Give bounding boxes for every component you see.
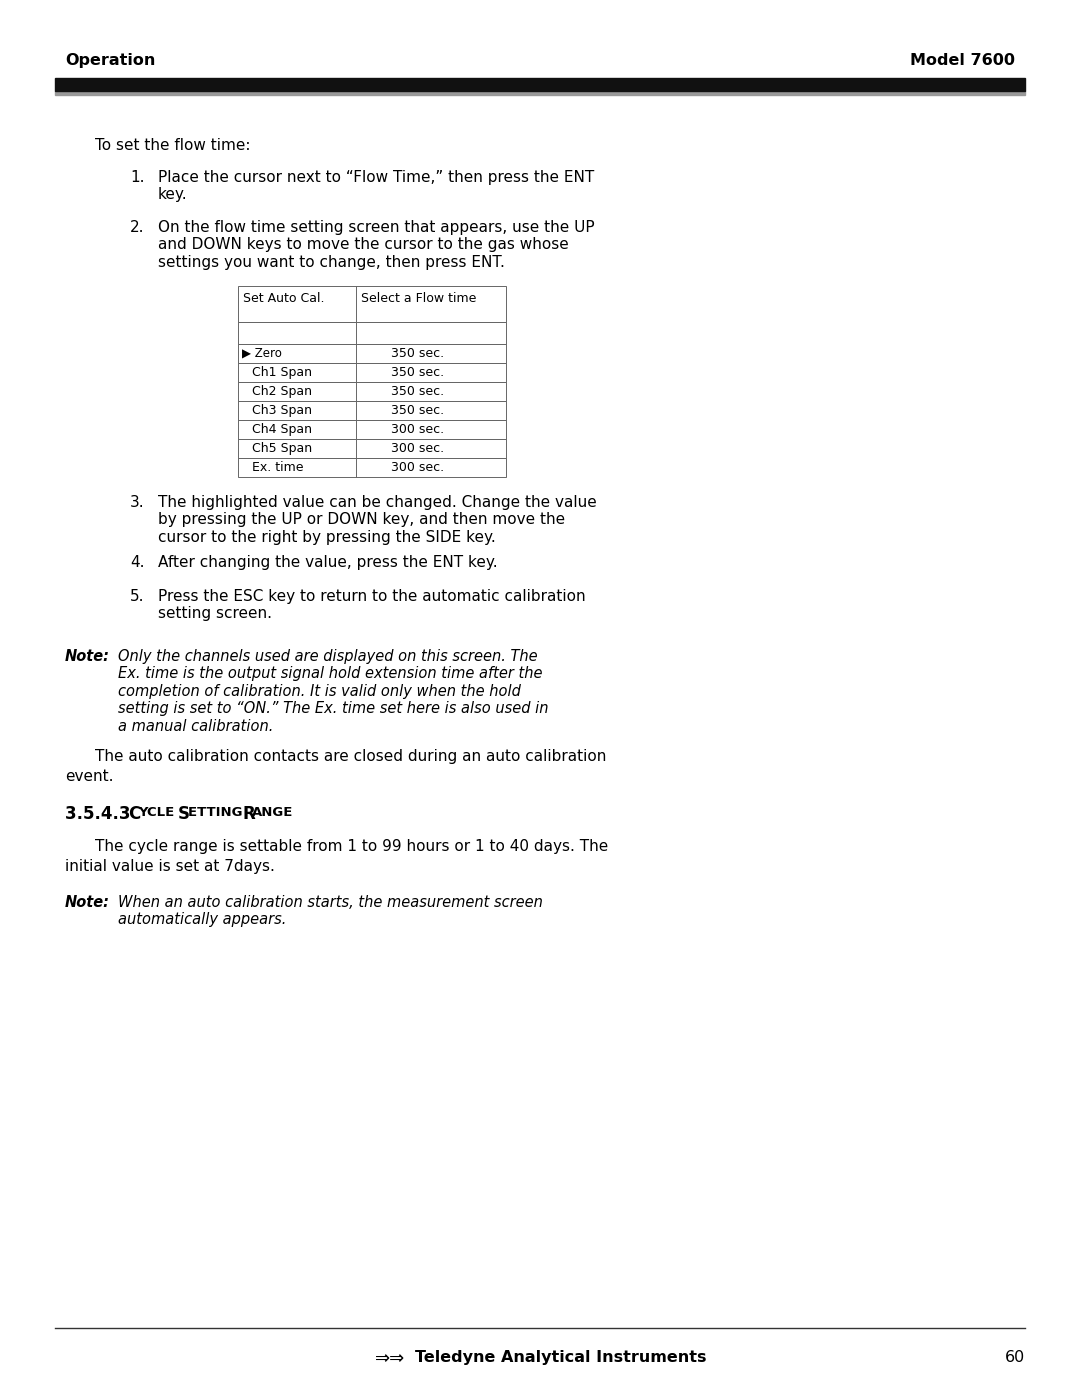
- Text: C: C: [129, 805, 140, 823]
- Text: 300 sec.: 300 sec.: [391, 461, 444, 474]
- Text: Ch3 Span: Ch3 Span: [252, 404, 312, 416]
- Text: After changing the value, press the ENT key.: After changing the value, press the ENT …: [158, 555, 498, 570]
- Text: 350 sec.: 350 sec.: [391, 386, 444, 398]
- Text: 350 sec.: 350 sec.: [391, 366, 444, 379]
- Bar: [238, 321, 507, 344]
- Text: YCLE: YCLE: [138, 806, 179, 819]
- Text: initial value is set at 7days.: initial value is set at 7days.: [65, 859, 275, 875]
- Text: On the flow time setting screen that appears, use the UP
and DOWN keys to move t: On the flow time setting screen that app…: [158, 219, 595, 270]
- Bar: [238, 381, 507, 401]
- Bar: [238, 458, 507, 476]
- Text: Select a Flow time: Select a Flow time: [361, 292, 476, 305]
- Text: 2.: 2.: [130, 219, 145, 235]
- Text: 60: 60: [1004, 1350, 1025, 1365]
- Text: Place the cursor next to “Flow Time,” then press the ENT
key.: Place the cursor next to “Flow Time,” th…: [158, 170, 594, 203]
- Text: event.: event.: [65, 768, 113, 784]
- Text: 300 sec.: 300 sec.: [391, 441, 444, 455]
- Text: Operation: Operation: [65, 53, 156, 68]
- Text: To set the flow time:: To set the flow time:: [95, 138, 251, 154]
- Text: Ch4 Span: Ch4 Span: [252, 423, 312, 436]
- Text: Ex. time: Ex. time: [252, 461, 303, 474]
- Text: 4.: 4.: [130, 555, 145, 570]
- Text: 1.: 1.: [130, 170, 145, 184]
- Text: Ch1 Span: Ch1 Span: [252, 366, 312, 379]
- Text: 3.5.4.3: 3.5.4.3: [65, 805, 136, 823]
- Text: Model 7600: Model 7600: [910, 53, 1015, 68]
- Text: When an auto calibration starts, the measurement screen
automatically appears.: When an auto calibration starts, the mea…: [118, 895, 543, 928]
- Bar: [238, 363, 507, 381]
- Text: S: S: [178, 805, 190, 823]
- Text: Note:: Note:: [65, 650, 110, 664]
- Text: 350 sec.: 350 sec.: [391, 404, 444, 416]
- Bar: [238, 401, 507, 420]
- Bar: [238, 420, 507, 439]
- Text: 350 sec.: 350 sec.: [391, 346, 444, 360]
- Text: Ch5 Span: Ch5 Span: [252, 441, 312, 455]
- Bar: [55, 91, 1025, 95]
- Bar: [238, 286, 507, 321]
- Text: Set Auto Cal.: Set Auto Cal.: [243, 292, 324, 305]
- Bar: [238, 439, 507, 458]
- Text: The cycle range is settable from 1 to 99 hours or 1 to 40 days. The: The cycle range is settable from 1 to 99…: [95, 840, 608, 854]
- Text: ANGE: ANGE: [252, 806, 294, 819]
- Text: Note:: Note:: [65, 895, 110, 909]
- Text: 5.: 5.: [130, 590, 145, 604]
- Bar: [55, 78, 1025, 91]
- Text: ETTING: ETTING: [188, 806, 247, 819]
- Text: 3.: 3.: [130, 495, 145, 510]
- Text: 300 sec.: 300 sec.: [391, 423, 444, 436]
- Text: ⇒⇒: ⇒⇒: [375, 1350, 405, 1368]
- Bar: [238, 344, 507, 363]
- Text: ▶ Zero: ▶ Zero: [242, 346, 282, 360]
- Text: Only the channels used are displayed on this screen. The
Ex. time is the output : Only the channels used are displayed on …: [118, 650, 549, 733]
- Text: Press the ESC key to return to the automatic calibration
setting screen.: Press the ESC key to return to the autom…: [158, 590, 585, 622]
- Text: R: R: [242, 805, 255, 823]
- Text: Teledyne Analytical Instruments: Teledyne Analytical Instruments: [415, 1350, 706, 1365]
- Text: Ch2 Span: Ch2 Span: [252, 386, 312, 398]
- Text: The auto calibration contacts are closed during an auto calibration: The auto calibration contacts are closed…: [95, 749, 606, 764]
- Text: The highlighted value can be changed. Change the value
by pressing the UP or DOW: The highlighted value can be changed. Ch…: [158, 495, 597, 545]
